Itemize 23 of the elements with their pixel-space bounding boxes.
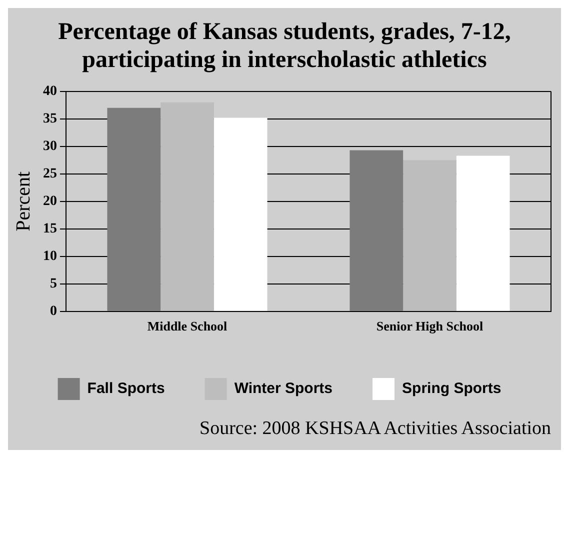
bar bbox=[214, 118, 268, 311]
y-tick-label: 5 bbox=[50, 276, 57, 292]
y-tick-label: 15 bbox=[43, 222, 57, 237]
y-tick-label: 35 bbox=[43, 112, 57, 127]
source-note: Source: 2008 KSHSAA Activities Association bbox=[198, 418, 552, 440]
bar bbox=[456, 156, 510, 311]
y-tick-label: 25 bbox=[43, 166, 57, 182]
bar bbox=[350, 150, 404, 311]
y-tick-label: 10 bbox=[43, 249, 57, 264]
chart-title: Percentage of Kansas students, grades, 7-12, participating in interscholastic athletics bbox=[57, 18, 512, 75]
bar bbox=[107, 108, 161, 311]
legend-label: Winter Sports bbox=[234, 380, 333, 398]
y-tick-label: 0 bbox=[50, 304, 57, 320]
legend-label: Spring Sports bbox=[402, 380, 502, 398]
y-tick-label: 30 bbox=[43, 139, 57, 154]
bar bbox=[403, 160, 456, 311]
y-tick-label: 20 bbox=[43, 194, 57, 210]
bar bbox=[160, 102, 214, 311]
y-tick-label: 40 bbox=[43, 84, 57, 100]
x-tick-label: Senior High School bbox=[376, 318, 484, 334]
y-axis-title: Percent bbox=[12, 170, 34, 232]
legend-label: Fall Sports bbox=[87, 380, 165, 398]
x-tick-label: Middle School bbox=[147, 318, 228, 334]
